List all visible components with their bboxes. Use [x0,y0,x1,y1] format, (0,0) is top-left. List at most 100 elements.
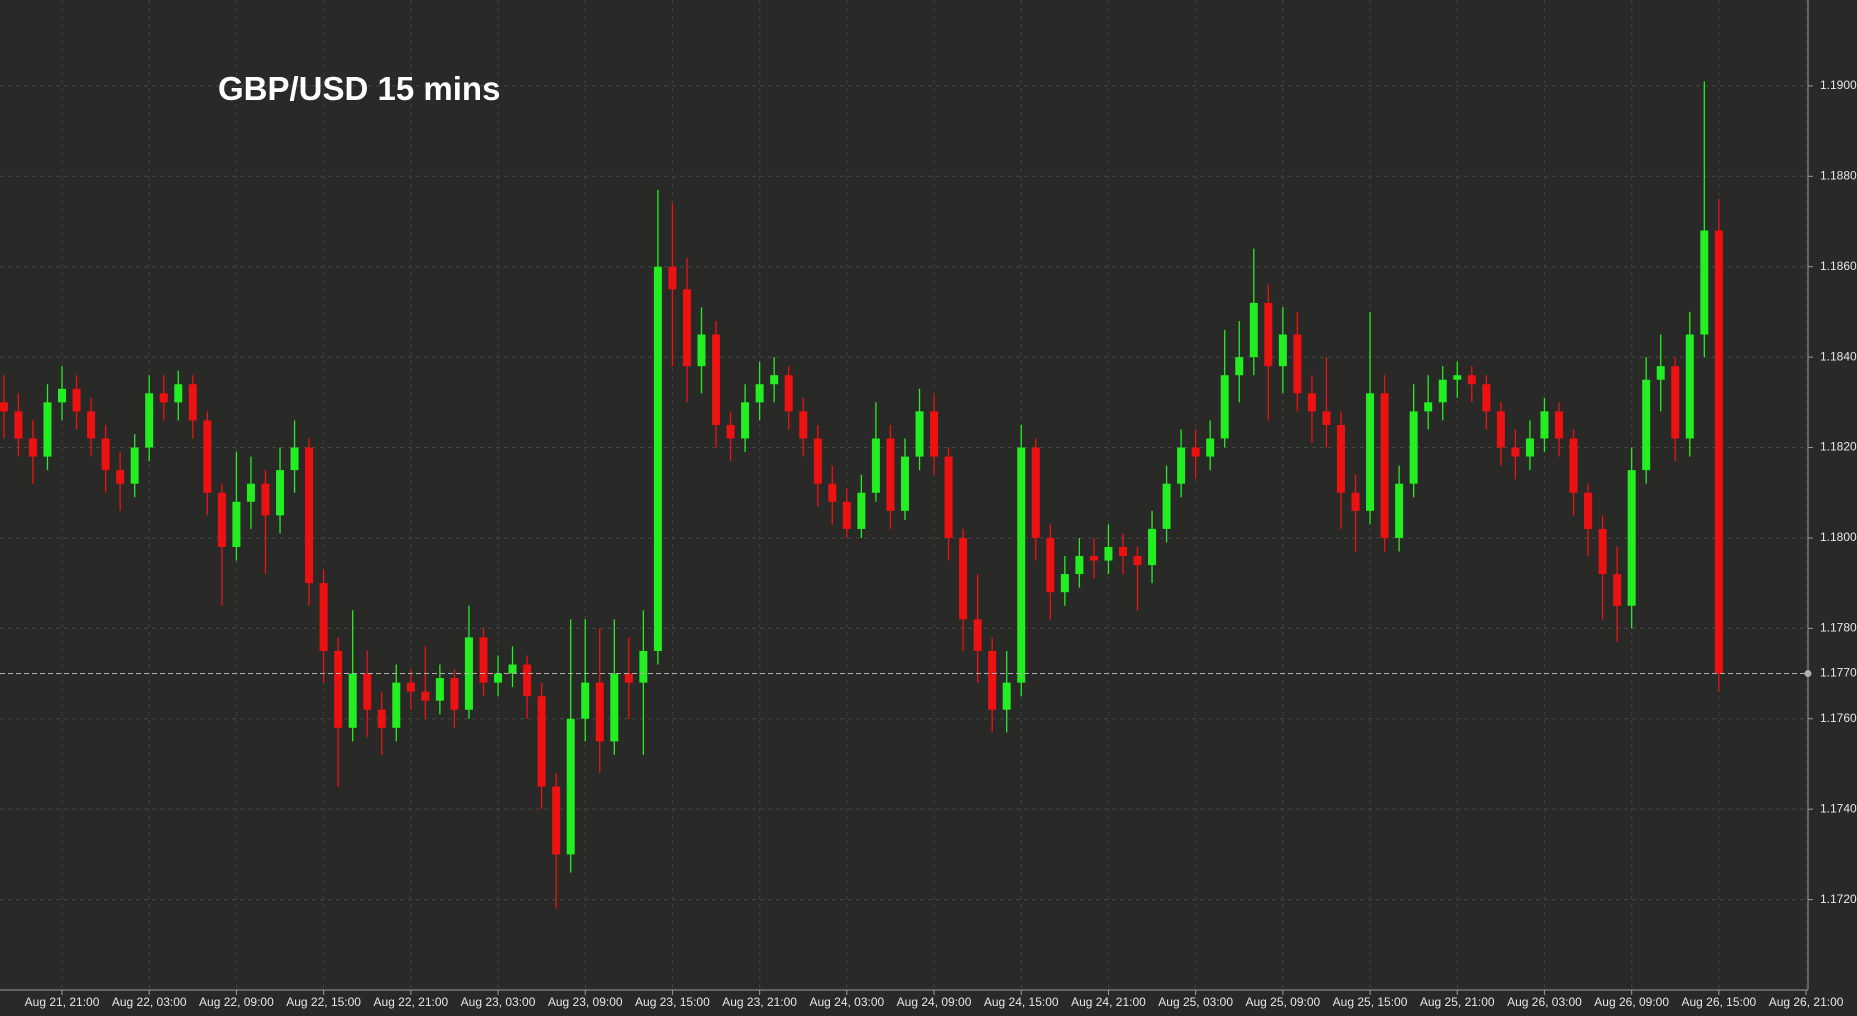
candle-body [1511,447,1520,457]
candle-body [276,470,285,516]
candle-body [14,411,23,439]
candle-body [770,375,779,385]
candle-body [1322,411,1331,425]
x-tick-label: Aug 25, 09:00 [1245,995,1320,1009]
x-tick-label: Aug 23, 21:00 [722,995,797,1009]
candle-body [842,501,851,529]
x-tick-label: Aug 22, 15:00 [286,995,361,1009]
candle-body [1060,574,1069,593]
y-tick-label: 1.1820 [1820,440,1857,454]
candle-body [1685,334,1694,439]
candle-body [203,420,212,493]
candle-body [43,402,52,457]
candle-body [145,393,154,448]
candle-body [435,678,444,701]
candle-body [261,483,270,516]
candle-body [1075,556,1084,575]
candle-body [348,673,357,728]
candle-body [1293,334,1302,394]
candle-body [959,537,968,620]
candle-body [944,456,953,538]
candle-body [1540,411,1549,439]
candle-body [0,402,8,412]
candle-body [639,650,648,683]
x-tick-label: Aug 21, 21:00 [25,995,100,1009]
x-tick-label: Aug 26, 03:00 [1507,995,1582,1009]
candle-body [1336,424,1345,493]
candle-body [1046,537,1055,593]
x-tick-label: Aug 25, 03:00 [1158,995,1233,1009]
candle-body [406,682,415,692]
candle-body [217,492,226,547]
candle-body [494,673,503,683]
y-tick-label: 1.1860 [1820,259,1857,273]
candle-body [1017,447,1026,683]
candle-body [886,438,895,511]
candle-body [1496,411,1505,448]
candle-body [1177,447,1186,484]
candle-body [363,673,372,710]
candle-body [72,388,81,412]
candle-body [1482,384,1491,412]
candle-body [712,334,721,425]
candle-body [1235,357,1244,376]
candle-body [930,411,939,457]
x-tick-label: Aug 25, 15:00 [1333,995,1408,1009]
candle-body [101,438,110,471]
candle-body [523,664,532,697]
candle-body [1220,375,1229,439]
candle-body [1409,411,1418,484]
candle-body [1613,574,1622,606]
candle-body [973,619,982,651]
candle-body [305,447,314,584]
candle-body [450,678,459,710]
candle-body [1554,411,1563,439]
x-tick-label: Aug 24, 21:00 [1071,995,1146,1009]
candle-body [915,411,924,457]
candle-body [1671,366,1680,439]
candle-body [1191,447,1200,457]
candle-body [232,501,241,547]
candle-body [610,673,619,742]
candle-body [1627,470,1636,606]
last-price-label: 1.1770 [1820,666,1857,680]
candle-body [1031,447,1040,538]
candle-body [1089,556,1098,561]
candle-body [174,384,183,403]
candle-body [799,411,808,439]
candle-body [755,384,764,403]
candle-body [784,375,793,412]
candle-body [595,682,604,742]
candle-body [857,492,866,529]
candle-body [508,664,517,674]
y-tick-label: 1.1800 [1820,530,1857,544]
candle-body [130,447,139,484]
y-tick-label: 1.1900 [1820,78,1857,92]
candle-body [653,266,662,651]
candle-body [1584,492,1593,529]
candle-body [1438,379,1447,403]
y-tick-label: 1.1780 [1820,621,1857,635]
candle-body [1002,682,1011,710]
candle-body [1118,546,1127,557]
x-tick-label: Aug 22, 03:00 [112,995,187,1009]
candle-body [1525,438,1534,457]
candle-body [697,334,706,367]
candle-body [726,424,735,439]
candle-body [246,483,255,502]
candle-body [1642,379,1651,471]
candle-body [421,691,430,701]
candle-body [682,289,691,367]
candle-body [319,583,328,651]
y-tick-label: 1.1760 [1820,711,1857,725]
x-tick-label: Aug 26, 15:00 [1681,995,1756,1009]
y-tick-label: 1.1740 [1820,801,1857,815]
candle-body [988,650,997,710]
candle-body [334,650,343,728]
y-tick-label: 1.1720 [1820,892,1857,906]
chart-title: GBP/USD 15 mins [218,70,500,107]
candle-body [537,696,546,787]
candle-body [479,637,488,683]
